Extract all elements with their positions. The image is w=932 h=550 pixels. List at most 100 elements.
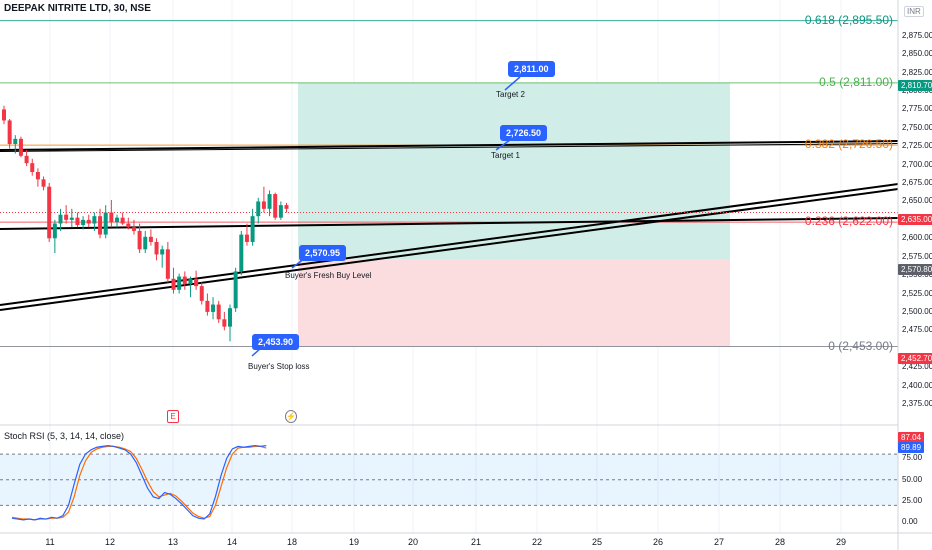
candle-body [199, 286, 204, 301]
candle-body [30, 163, 35, 172]
target1-label: Target 1 [491, 151, 520, 160]
stop-callout[interactable]: 2,453.90 [252, 334, 300, 350]
candle-body [58, 214, 63, 224]
time-tick: 13 [167, 537, 179, 547]
target2-price-tag: 2,810.70 [898, 80, 932, 91]
trendlines[interactable] [0, 76, 899, 357]
price-tick: 2,425.00 [902, 362, 932, 372]
candle-body [2, 109, 6, 121]
price-tick: 2,650.00 [902, 196, 932, 206]
fib-label-0.236: 0.236 (2,622.00) [804, 214, 893, 229]
candle-body [115, 217, 119, 223]
time-tick: 18 [286, 537, 298, 547]
rsi-tick: 0.00 [902, 517, 918, 527]
candle-body [160, 249, 165, 255]
target2-label: Target 2 [496, 90, 525, 99]
stop-price-tag: 2,452.70 [898, 353, 932, 364]
candle-body [7, 120, 12, 145]
resistance-trendline-inner [0, 143, 899, 152]
price-tick: 2,525.00 [902, 288, 932, 298]
candle-body [81, 219, 86, 226]
candle-body [233, 271, 238, 309]
stop-label: Buyer's Stop loss [248, 362, 310, 371]
candle-body [13, 138, 18, 145]
candle-body [41, 179, 46, 187]
price-tick: 2,775.00 [902, 104, 932, 114]
time-tick: 14 [226, 537, 238, 547]
entry-label: Buyer's Fresh Buy Level [285, 271, 372, 280]
candle-body [177, 276, 182, 290]
fib-label-0.382: 0.382 (2,726.50) [804, 137, 893, 152]
candle-body [171, 278, 176, 290]
time-tick: 25 [591, 537, 603, 547]
rising-trendline-upper [0, 183, 899, 306]
price-tick: 2,475.00 [902, 325, 932, 335]
time-tick: 20 [407, 537, 419, 547]
price-tick: 2,875.00 [902, 30, 932, 40]
candle-body [188, 278, 193, 284]
entry-callout[interactable]: 2,570.95 [299, 245, 347, 261]
stoch-rsi-k-line [11, 444, 267, 521]
price-tick: 2,850.00 [902, 49, 932, 59]
target2-callout[interactable]: 2,811.00 [508, 61, 555, 77]
price-tick: 2,675.00 [902, 178, 932, 188]
candle-body [273, 194, 278, 218]
target-profit-zone[interactable] [298, 82, 730, 260]
candle-body [64, 214, 69, 220]
candle-body [109, 212, 114, 223]
candle-body [131, 227, 136, 231]
candle-body [126, 223, 131, 228]
fib-label-0: 0 (2,453.00) [828, 338, 893, 353]
price-tick: 2,400.00 [902, 380, 932, 390]
candle-body [35, 172, 40, 180]
candle-body [211, 304, 216, 312]
candle-body [148, 236, 153, 242]
candle-body [69, 217, 74, 220]
time-tick: 11 [45, 537, 55, 547]
candle-body [143, 236, 148, 250]
rsi-k-tag: 89.89 [898, 442, 925, 453]
rsi-tick: 75.00 [902, 453, 923, 463]
candlestick-series [2, 105, 289, 342]
candle-body [137, 230, 142, 250]
candle-body [239, 234, 244, 272]
candle-body [216, 304, 221, 320]
time-tick: 28 [774, 537, 786, 547]
candle-body [154, 241, 159, 255]
dividend-icon[interactable]: ⚡ [285, 410, 297, 423]
candle-body [103, 212, 108, 235]
target2-pointer [504, 76, 521, 91]
time-tick: 29 [835, 537, 847, 547]
currency-label: INR [904, 6, 924, 17]
candle-body [222, 319, 227, 327]
candle-body [278, 205, 283, 218]
symbol-title[interactable]: DEEPAK NITRITE LTD, 30, NSE [4, 3, 151, 14]
time-tick: 26 [652, 537, 664, 547]
candle-body [267, 194, 272, 209]
candle-body [165, 249, 170, 279]
fib-label-0.5: 0.5 (2,811.00) [819, 74, 893, 89]
price-tick: 2,600.00 [902, 233, 932, 243]
candle-body [18, 138, 23, 156]
candle-body [98, 216, 103, 235]
time-tick: 19 [348, 537, 360, 547]
support-trendline [0, 217, 899, 230]
price-tick: 2,825.00 [902, 67, 932, 77]
earnings-icon[interactable]: E [167, 410, 179, 423]
time-tick: 27 [713, 537, 725, 547]
stoch-rsi-title[interactable]: Stoch RSI (5, 3, 14, 14, close) [4, 431, 125, 441]
target1-callout[interactable]: 2,726.50 [500, 125, 548, 141]
rsi-tick: 50.00 [902, 474, 923, 484]
stop-loss-zone[interactable] [298, 259, 730, 347]
rsi-band [0, 454, 898, 506]
price-tick: 2,375.00 [902, 398, 932, 408]
stoch-rsi-panel[interactable] [0, 444, 898, 521]
price-tick: 2,575.00 [902, 251, 932, 261]
candle-body [194, 278, 199, 287]
price-tick: 2,725.00 [902, 141, 932, 151]
rsi-d-tag: 87.04 [898, 432, 925, 443]
rsi-tick: 25.00 [902, 496, 923, 506]
last-price-tag: 2,635.00 [898, 214, 932, 225]
entry-price-tag: 2,570.80 [898, 264, 932, 275]
